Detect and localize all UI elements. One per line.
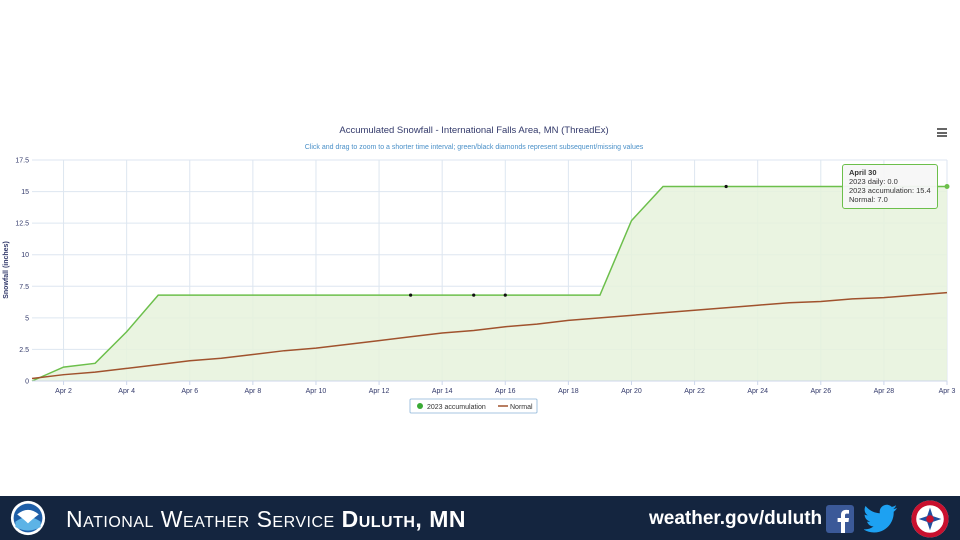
x-axis-ticks: Apr 2 Apr 4 Apr 6 Apr 8 Apr 10 Apr 12 Apr 14 Ap… — [32, 380, 956, 395]
tooltip-accumulation: 2023 accumulation: 15.4 — [849, 186, 931, 195]
footer-title: National Weather Service Duluth, MN — [66, 506, 466, 533]
y-tick-label: 5 — [25, 315, 29, 322]
x-tick-label: Apr 10 — [306, 388, 327, 395]
lines-layer — [31, 185, 948, 382]
y-tick-label: 17.5 — [15, 158, 29, 165]
x-tick-label: Apr 28 — [874, 388, 895, 395]
accumulation-area — [32, 186, 947, 381]
normal-line[interactable] — [31, 291, 948, 380]
y-axis-ticks: 0 2.5 5 7.5 10 12.5 15 17.5 — [15, 158, 29, 386]
twitter-icon[interactable] — [864, 504, 898, 534]
missing-value-marker — [724, 184, 728, 189]
accumulation-line[interactable] — [31, 185, 947, 382]
chart-title: Accumulated Snowfall - International Fal… — [339, 125, 608, 136]
legend[interactable]: 2023 accumulation Normal — [409, 398, 538, 414]
x-tick-label: Apr 8 — [244, 388, 261, 395]
x-tick-label: Apr 6 — [181, 388, 198, 395]
legend-accumulation-label[interactable]: 2023 accumulation — [427, 404, 486, 411]
x-tick-label: Apr 14 — [432, 388, 453, 395]
tooltip-title: April 30 — [849, 168, 877, 177]
x-tick-label: Apr 16 — [495, 388, 516, 395]
missing-value-marker — [503, 293, 507, 297]
y-tick-label: 0 — [25, 379, 29, 386]
missing-value-marker — [409, 293, 413, 297]
tooltip: April 30 2023 daily: 0.0 2023 accumulati… — [842, 164, 938, 209]
x-tick-label: Apr 24 — [747, 388, 768, 395]
y-tick-label: 12.5 — [15, 221, 29, 228]
footer-url[interactable]: weather.gov/duluth — [649, 508, 823, 529]
y-tick-label: 10 — [21, 252, 29, 259]
x-tick-label: Apr 12 — [369, 388, 390, 395]
footer-banner: National Weather Service Duluth, MN weat… — [0, 496, 960, 540]
x-tick-label: Apr 26 — [810, 388, 831, 395]
nws-logo-icon — [911, 500, 949, 538]
y-tick-label: 15 — [21, 189, 29, 196]
hamburger-menu-icon[interactable] — [937, 128, 947, 137]
x-tick-label: Apr 20 — [621, 388, 642, 395]
footer-title-org: National Weather Service — [66, 506, 335, 532]
missing-value-marker — [472, 293, 476, 297]
area-layer — [32, 186, 947, 381]
x-tick-label: Apr 3 — [939, 388, 956, 395]
y-tick-label: 7.5 — [19, 284, 29, 291]
tooltip-normal: Normal: 7.0 — [849, 195, 888, 204]
snowfall-chart: Accumulated Snowfall - International Fal… — [3, 125, 956, 414]
chart-subtitle: Click and drag to zoom to a shorter time… — [305, 144, 644, 151]
x-tick-label: Apr 22 — [684, 388, 705, 395]
footer-title-office: Duluth, MN — [341, 506, 466, 532]
tooltip-daily: 2023 daily: 0.0 — [849, 177, 898, 186]
x-tick-label: Apr 4 — [118, 388, 135, 395]
x-tick-label: Apr 18 — [558, 388, 579, 395]
hover-point-marker — [944, 184, 950, 190]
y-axis-label: Snowfall (inches) — [3, 241, 10, 299]
facebook-icon[interactable] — [826, 505, 854, 533]
legend-normal-label[interactable]: Normal — [510, 404, 533, 411]
legend-accumulation-marker — [417, 403, 423, 409]
markers-layer — [409, 184, 950, 297]
x-tick-label: Apr 2 — [55, 388, 72, 395]
legend-box — [409, 398, 538, 414]
y-tick-label: 2.5 — [19, 347, 29, 354]
noaa-logo-icon — [10, 500, 46, 536]
